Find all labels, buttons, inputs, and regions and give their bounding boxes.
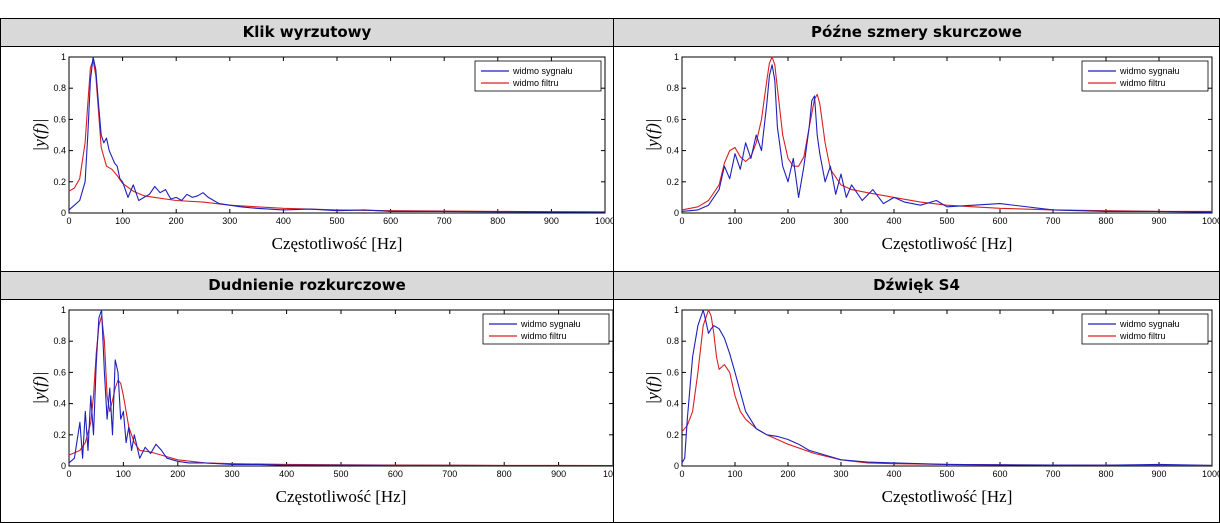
x-axis-label: Częstotliwość [Hz] [882, 234, 1013, 253]
x-tick-label: 0 [66, 469, 71, 479]
y-tick-label: 0.6 [53, 114, 66, 124]
x-tick-label: 300 [833, 469, 848, 479]
x-axis-label: Częstotliwość [Hz] [882, 487, 1013, 506]
x-tick-label: 0 [679, 469, 684, 479]
x-tick-label: 100 [727, 216, 742, 226]
panel-title: Późne szmery skurczowe [614, 19, 1219, 47]
x-tick-label: 900 [1151, 216, 1166, 226]
x-axis-label: Częstotliwość [Hz] [276, 487, 407, 506]
panel-dudnienie-rozkurczowe: Dudnienie rozkurczowe 0 100 200 300 400 500 60… [0, 271, 614, 523]
y-tick-label: 0.4 [666, 146, 679, 156]
y-tick-label: 0.6 [666, 367, 679, 377]
x-tick-label: 800 [1098, 216, 1113, 226]
y-axis-label: |y(f)| [643, 119, 662, 152]
x-tick-label: 300 [225, 469, 240, 479]
x-tick-label: 500 [939, 216, 954, 226]
panel-title: Dźwięk S4 [614, 272, 1219, 300]
legend-label: widmo sygnału [520, 319, 581, 329]
y-tick-label: 0 [61, 208, 66, 218]
y-axis-label: |y(f)| [30, 372, 49, 405]
x-tick-label: 200 [780, 216, 795, 226]
y-tick-label: 0.6 [666, 114, 679, 124]
y-tick-label: 0.8 [666, 336, 679, 346]
panel-title: Dudnienie rozkurczowe [1, 272, 613, 300]
x-tick-label: 800 [497, 469, 512, 479]
x-tick-label: 700 [442, 469, 457, 479]
x-tick-label: 900 [1151, 469, 1166, 479]
x-tick-label: 500 [939, 469, 954, 479]
legend-label: widmo filtru [1119, 78, 1166, 88]
y-tick-label: 0.8 [666, 83, 679, 93]
y-axis-label: |y(f)| [643, 372, 662, 405]
x-tick-label: 0 [679, 216, 684, 226]
x-tick-label: 600 [992, 216, 1007, 226]
x-tick-label: 600 [388, 469, 403, 479]
y-tick-label: 0.2 [53, 430, 66, 440]
x-tick-label: 500 [333, 469, 348, 479]
x-tick-label: 800 [1098, 469, 1113, 479]
panel-pozne-szmery-skurczowe: Późne szmery skurczowe 0 100 200 300 400 500 6… [613, 18, 1220, 272]
x-tick-label: 700 [1045, 216, 1060, 226]
x-tick-label: 400 [886, 469, 901, 479]
y-tick-label: 0.8 [53, 83, 66, 93]
y-tick-label: 0 [674, 461, 679, 471]
y-tick-label: 0.2 [666, 177, 679, 187]
x-tick-label: 300 [833, 216, 848, 226]
panel-dzwiek-s4: Dźwięk S4 0 100 200 300 400 500 600 700 800 900 10… [613, 271, 1220, 523]
legend-label: widmo sygnału [512, 66, 573, 76]
y-tick-label: 0.8 [53, 336, 66, 346]
legend-label: widmo sygnału [1119, 66, 1180, 76]
legend-label: widmo filtru [520, 331, 567, 341]
x-tick-label: 600 [383, 216, 398, 226]
legend-label: widmo filtru [1119, 331, 1166, 341]
y-axis-label: |y(f)| [30, 119, 49, 152]
x-tick-label: 500 [329, 216, 344, 226]
x-tick-label: 600 [992, 469, 1007, 479]
x-tick-label: 100 [727, 469, 742, 479]
legend-label: widmo sygnału [1119, 319, 1180, 329]
x-axis-label: Częstotliwość [Hz] [272, 234, 403, 253]
y-tick-label: 0.4 [53, 146, 66, 156]
x-tick-label: 700 [437, 216, 452, 226]
x-tick-label: 200 [169, 216, 184, 226]
panel-klik-wyrzutowy: Klik wyrzutowy 0 100 200 300 400 500 600 700 800… [0, 18, 614, 272]
y-tick-label: 0 [61, 461, 66, 471]
panel-title: Klik wyrzutowy [1, 19, 613, 47]
x-tick-label: 0 [66, 216, 71, 226]
x-tick-label: 300 [222, 216, 237, 226]
y-tick-label: 0.6 [53, 367, 66, 377]
y-tick-label: 1 [61, 52, 66, 62]
y-tick-label: 0 [674, 208, 679, 218]
x-tick-label: 700 [1045, 469, 1060, 479]
y-tick-label: 0.4 [666, 399, 679, 409]
x-tick-label: 400 [276, 216, 291, 226]
x-tick-label: 100 [116, 469, 131, 479]
y-tick-label: 0.2 [53, 177, 66, 187]
x-tick-label: 200 [170, 469, 185, 479]
x-tick-label: 100 [115, 216, 130, 226]
legend-label: widmo filtru [512, 78, 559, 88]
x-tick-label: 900 [551, 469, 566, 479]
x-tick-label: 200 [780, 469, 795, 479]
y-tick-label: 0.4 [53, 399, 66, 409]
y-tick-label: 1 [61, 305, 66, 315]
x-tick-label: 400 [279, 469, 294, 479]
y-tick-label: 0.2 [666, 430, 679, 440]
x-tick-label: 800 [490, 216, 505, 226]
x-tick-label: 900 [544, 216, 559, 226]
y-tick-label: 1 [674, 305, 679, 315]
y-tick-label: 1 [674, 52, 679, 62]
x-tick-label: 400 [886, 216, 901, 226]
